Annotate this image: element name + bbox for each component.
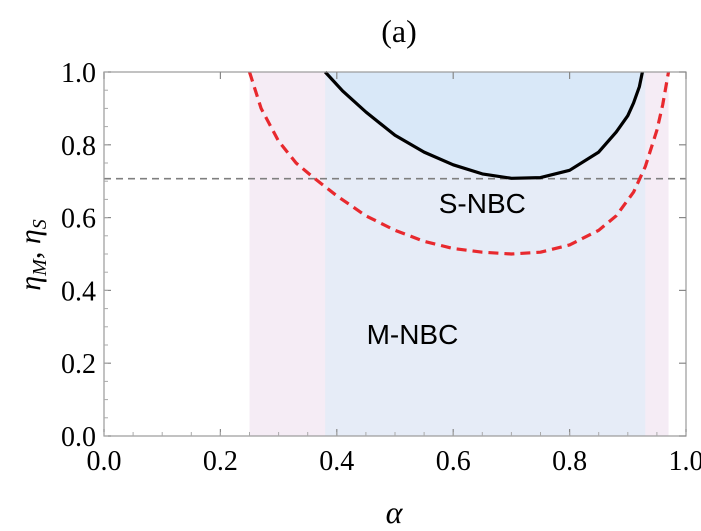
y-axis-label-eta-m: η <box>14 276 47 291</box>
y-tick-label: 0.0 <box>61 422 96 453</box>
x-tick-label: 0.6 <box>436 446 471 477</box>
region-label-s-nbc: S-NBC <box>439 188 526 219</box>
y-tick-label: 0.6 <box>61 204 96 235</box>
y-axis-label: ηM, ηS <box>14 219 51 290</box>
y-axis: 0.0 0.2 0.4 0.6 0.8 1.0 <box>61 58 686 453</box>
y-tick-label: 1.0 <box>61 58 96 89</box>
region-labels-layer: M-NBC S-NBC <box>367 188 526 350</box>
x-tick-label: 0.8 <box>552 446 587 477</box>
y-tick-label: 0.2 <box>61 349 96 380</box>
x-axis: 0.0 0.2 0.4 0.6 0.8 1.0 <box>87 72 701 477</box>
y-axis-label-eta-s: η <box>14 229 47 244</box>
chart-title: (a) <box>381 13 417 49</box>
x-tick-label: 0.4 <box>319 446 354 477</box>
x-tick-label: 0.2 <box>203 446 238 477</box>
series-line-solid <box>324 70 644 180</box>
region-label-m-nbc: M-NBC <box>367 319 459 350</box>
y-axis-label-sub-m: M <box>29 258 51 277</box>
y-tick-label: 0.4 <box>61 276 96 307</box>
y-axis-label-sep: , <box>14 244 47 259</box>
x-axis-label: α <box>386 494 404 530</box>
series-layer <box>247 70 671 256</box>
x-tick-label: 0.0 <box>87 446 122 477</box>
regions-layer <box>249 72 669 436</box>
y-axis-label-sub-s: S <box>29 219 51 229</box>
region-s-nbc-fill <box>325 72 643 179</box>
series-line-dashed <box>247 71 671 256</box>
x-tick-label: 1.0 <box>669 446 701 477</box>
y-tick-label: 0.8 <box>61 131 96 162</box>
